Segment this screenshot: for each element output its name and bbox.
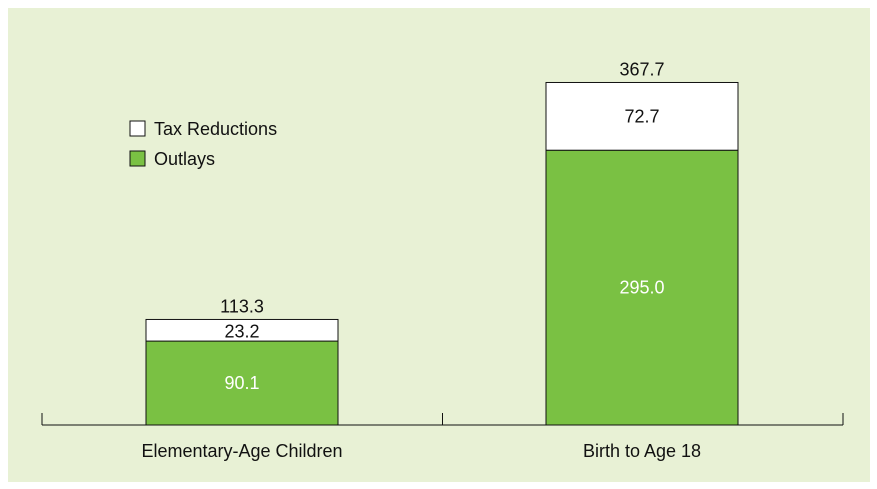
data-label-outlays-elementary-age-children: 90.1 (224, 373, 259, 393)
bar-segment-tax-reductions-birth-to-age-18 (545, 81, 739, 151)
legend: Tax Reductions Outlays (129, 119, 277, 169)
legend-swatch-tax-reductions (129, 120, 146, 137)
data-label-outlays-birth-to-age-18: 295.0 (619, 278, 664, 298)
category-label-elementary-age-children: Elementary-Age Children (141, 441, 342, 461)
bar-segment-outlays-elementary-age-children (145, 340, 339, 426)
data-label-tax-reductions-elementary-age-children: 23.2 (224, 321, 259, 341)
total-label-elementary-age-children: 113.3 (220, 296, 264, 316)
legend-label-tax-reductions: Tax Reductions (154, 119, 277, 139)
bar-segment-outlays-birth-to-age-18 (545, 149, 739, 426)
legend-label-outlays: Outlays (154, 149, 215, 169)
category-label-birth-to-age-18: Birth to Age 18 (583, 441, 701, 461)
x-axis: Elementary-Age Children Birth to Age 18 (41, 413, 844, 461)
data-label-tax-reductions-birth-to-age-18: 72.7 (624, 106, 659, 126)
bars: 90.1 23.2 113.3 295.0 72.7 367.7 (145, 59, 739, 426)
total-label-birth-to-age-18: 367.7 (619, 59, 664, 79)
legend-swatch-outlays (129, 150, 146, 167)
bar-segment-tax-reductions-elementary-age-children (145, 318, 339, 342)
